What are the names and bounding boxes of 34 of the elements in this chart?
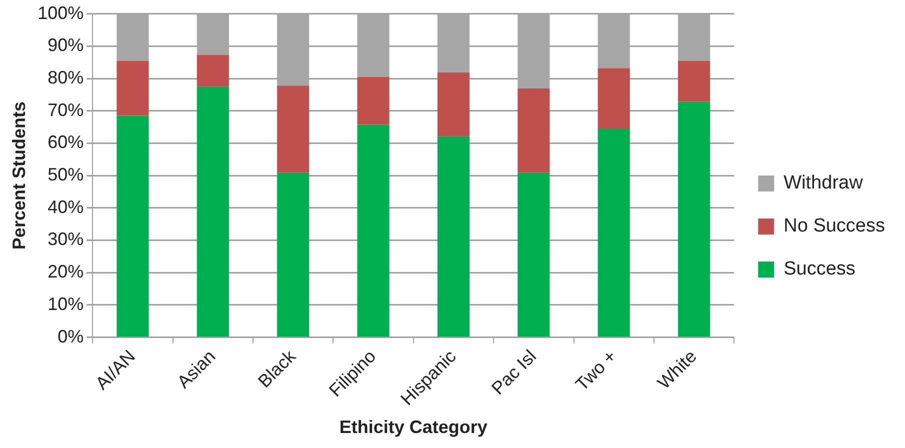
bar: [357, 76, 390, 125]
y-axis-title: Percent Students: [8, 102, 29, 250]
y-tick-label: 30%: [48, 229, 84, 250]
bar: [518, 172, 550, 337]
y-tick-label: 70%: [48, 100, 84, 120]
legend-label: Withdraw: [784, 172, 864, 194]
y-tick-label: 20%: [48, 262, 84, 282]
y-tick-label: 60%: [48, 132, 84, 152]
bar: [437, 72, 470, 136]
bar: [196, 54, 229, 87]
bar: [437, 136, 470, 337]
x-axis-title: Ethicity Category: [339, 417, 488, 438]
bar: [357, 124, 390, 337]
legend-label: Success: [784, 258, 856, 280]
bar: [277, 86, 310, 173]
bar: [116, 116, 149, 337]
bar: [196, 86, 229, 337]
y-tick-label: 100%: [38, 2, 84, 23]
y-tick-label: 90%: [48, 35, 84, 56]
bar: [116, 61, 149, 116]
bar: [598, 68, 630, 129]
y-tick-label: 10%: [48, 294, 84, 314]
bar: [598, 128, 630, 337]
y-tick-label: 50%: [48, 164, 84, 185]
x-tick-label: Two +: [572, 346, 620, 395]
x-tick-label: Pac Isl: [488, 346, 540, 398]
bar: [678, 102, 710, 337]
legend-label: No Success: [784, 216, 885, 237]
y-tick-label: 0%: [58, 326, 84, 346]
bar: [277, 172, 310, 337]
bar: [678, 61, 710, 102]
bar: [518, 88, 550, 173]
y-tick-label: 80%: [48, 67, 84, 88]
y-tick-label: 40%: [48, 196, 84, 217]
